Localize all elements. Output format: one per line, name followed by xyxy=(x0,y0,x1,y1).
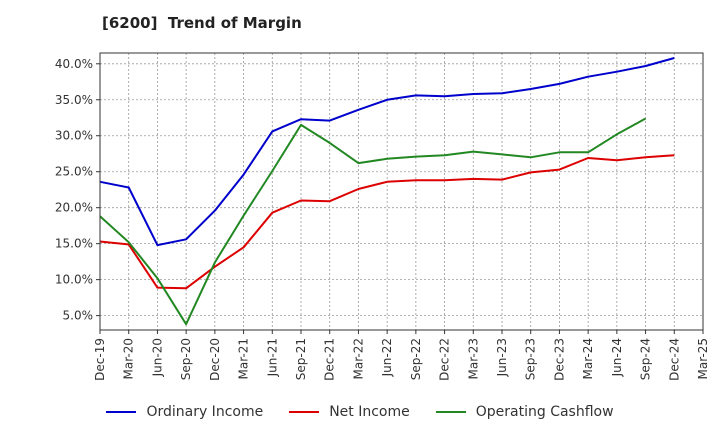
x-tick-label: Dec-24 xyxy=(667,338,681,381)
x-axis-ticks: Dec-19 Mar-20 Jun-20 Sep-20 Dec-20 Mar-21 Jun-… xyxy=(93,330,710,381)
legend-swatch xyxy=(106,411,137,413)
series-line-operating-cashflow xyxy=(99,117,647,326)
x-tick-label: Mar-21 xyxy=(237,338,251,379)
y-tick-label: 35.0% xyxy=(55,93,93,107)
legend-item: Ordinary Income xyxy=(106,404,263,420)
x-tick-label: Mar-20 xyxy=(122,338,136,379)
legend-swatch xyxy=(435,411,466,413)
x-tick-label: Dec-19 xyxy=(93,338,107,381)
y-tick-label: 25.0% xyxy=(55,165,93,179)
y-tick-label: 15.0% xyxy=(55,237,93,251)
x-tick-label: Jun-21 xyxy=(265,338,279,377)
x-tick-label: Mar-25 xyxy=(696,338,710,379)
x-tick-label: Dec-20 xyxy=(208,338,222,381)
legend-swatch xyxy=(289,411,320,413)
y-axis-ticks: 5.0% 10.0% 15.0% 20.0% 25.0% 30.0% 35.0% 40.0% xyxy=(55,57,100,323)
x-tick-label: Sep-24 xyxy=(639,338,653,380)
x-tick-label: Dec-22 xyxy=(438,338,452,381)
y-tick-label: 20.0% xyxy=(55,201,93,215)
x-tick-label: Dec-21 xyxy=(323,338,337,381)
plot-frame xyxy=(99,52,704,331)
x-tick-label: Jun-24 xyxy=(610,338,624,377)
series-line-ordinary-income xyxy=(99,57,675,247)
y-tick-label: 5.0% xyxy=(63,309,94,323)
x-tick-label: Sep-22 xyxy=(409,338,423,380)
x-tick-label: Jun-22 xyxy=(380,338,394,377)
legend-label: Net Income xyxy=(329,404,410,420)
x-tick-label: Jun-20 xyxy=(150,338,164,377)
x-tick-label: Mar-24 xyxy=(581,338,595,379)
y-tick-label: 10.0% xyxy=(55,273,93,287)
x-tick-label: Sep-20 xyxy=(179,338,193,380)
series-line-net-income xyxy=(99,154,675,290)
x-tick-label: Dec-23 xyxy=(552,338,566,381)
x-tick-label: Sep-21 xyxy=(294,338,308,380)
legend-label: Ordinary Income xyxy=(146,404,264,420)
legend-label: Operating Cashflow xyxy=(475,404,614,420)
legend: Ordinary Income Net Income Operating Cashf… xyxy=(0,404,720,420)
y-tick-label: 40.0% xyxy=(55,57,93,71)
grid xyxy=(99,53,704,330)
legend-item: Net Income xyxy=(289,404,410,420)
legend-item: Operating Cashflow xyxy=(435,404,614,420)
x-tick-label: Jun-23 xyxy=(495,338,509,377)
series-lines xyxy=(99,57,675,326)
chart-title: [6200] Trend of Margin xyxy=(102,14,302,32)
x-tick-label: Sep-23 xyxy=(524,338,538,380)
x-tick-label: Mar-22 xyxy=(351,338,365,379)
x-tick-label: Mar-23 xyxy=(466,338,480,379)
y-tick-label: 30.0% xyxy=(55,129,93,143)
